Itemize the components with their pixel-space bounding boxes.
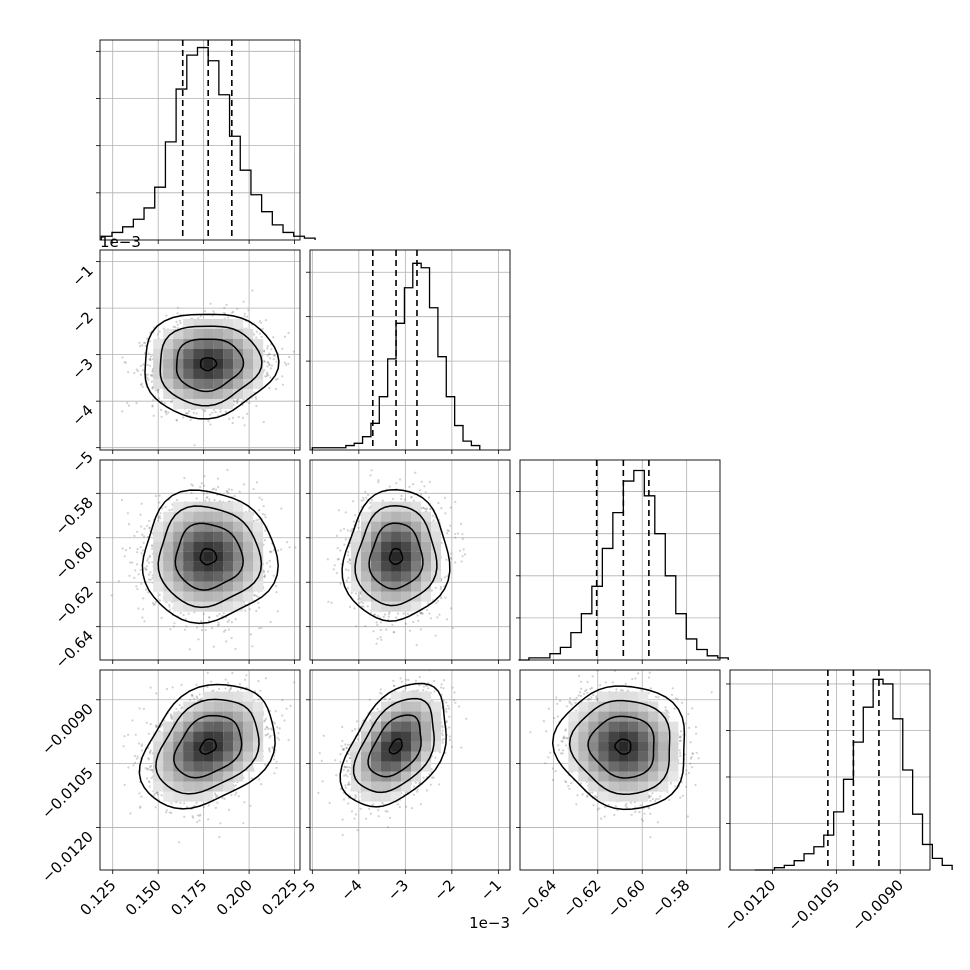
contour-2-3-3 <box>614 738 632 755</box>
histogram-bars-1 <box>311 262 481 450</box>
scatter-panel-2-3 <box>516 669 721 874</box>
histogram-panel-0 <box>96 39 316 244</box>
histogram-bars-3 <box>754 678 953 871</box>
contour-2-3-2 <box>587 715 655 779</box>
contour-1-3-1 <box>352 697 435 794</box>
histogram-panel-3 <box>726 669 953 874</box>
x-offset-label: 1e−3 <box>469 914 510 932</box>
contour-1-3-2 <box>367 714 422 778</box>
contour-0-2-1 <box>157 505 263 609</box>
contour-0-1-1 <box>159 325 263 407</box>
contour-2-3-0 <box>551 685 686 811</box>
contour-1-2-0 <box>341 488 451 622</box>
contour-0-1-2 <box>175 338 245 393</box>
y-offset-label: 1e−3 <box>100 233 141 251</box>
histogram-panel-1 <box>306 249 511 454</box>
scatter-panel-0-2 <box>96 459 301 664</box>
contour-0-3-0 <box>138 683 276 810</box>
histogram-bars-2 <box>518 469 729 661</box>
contour-0-3-2 <box>173 714 243 779</box>
contour-1-2-2 <box>368 522 424 590</box>
contour-1-2-3 <box>388 547 404 566</box>
contour-1-3-3 <box>388 738 403 755</box>
contour-1-2-1 <box>354 505 438 607</box>
scatter-panel-0-3 <box>96 669 301 874</box>
contour-0-3-3 <box>199 738 217 755</box>
scatter-panel-0-1 <box>96 249 301 454</box>
contour-1-3-0 <box>339 682 447 808</box>
contour-0-2-2 <box>174 522 244 591</box>
histogram-panel-2 <box>516 459 729 664</box>
contour-0-1-0 <box>144 313 280 420</box>
contour-0-2-0 <box>141 489 279 625</box>
contour-0-3-1 <box>155 698 260 795</box>
scatter-panel-1-3 <box>306 669 511 874</box>
contour-0-2-3 <box>199 547 218 566</box>
contour-0-1-3 <box>199 357 218 372</box>
contour-2-3-1 <box>568 699 671 796</box>
scatter-panel-1-2 <box>306 459 511 664</box>
